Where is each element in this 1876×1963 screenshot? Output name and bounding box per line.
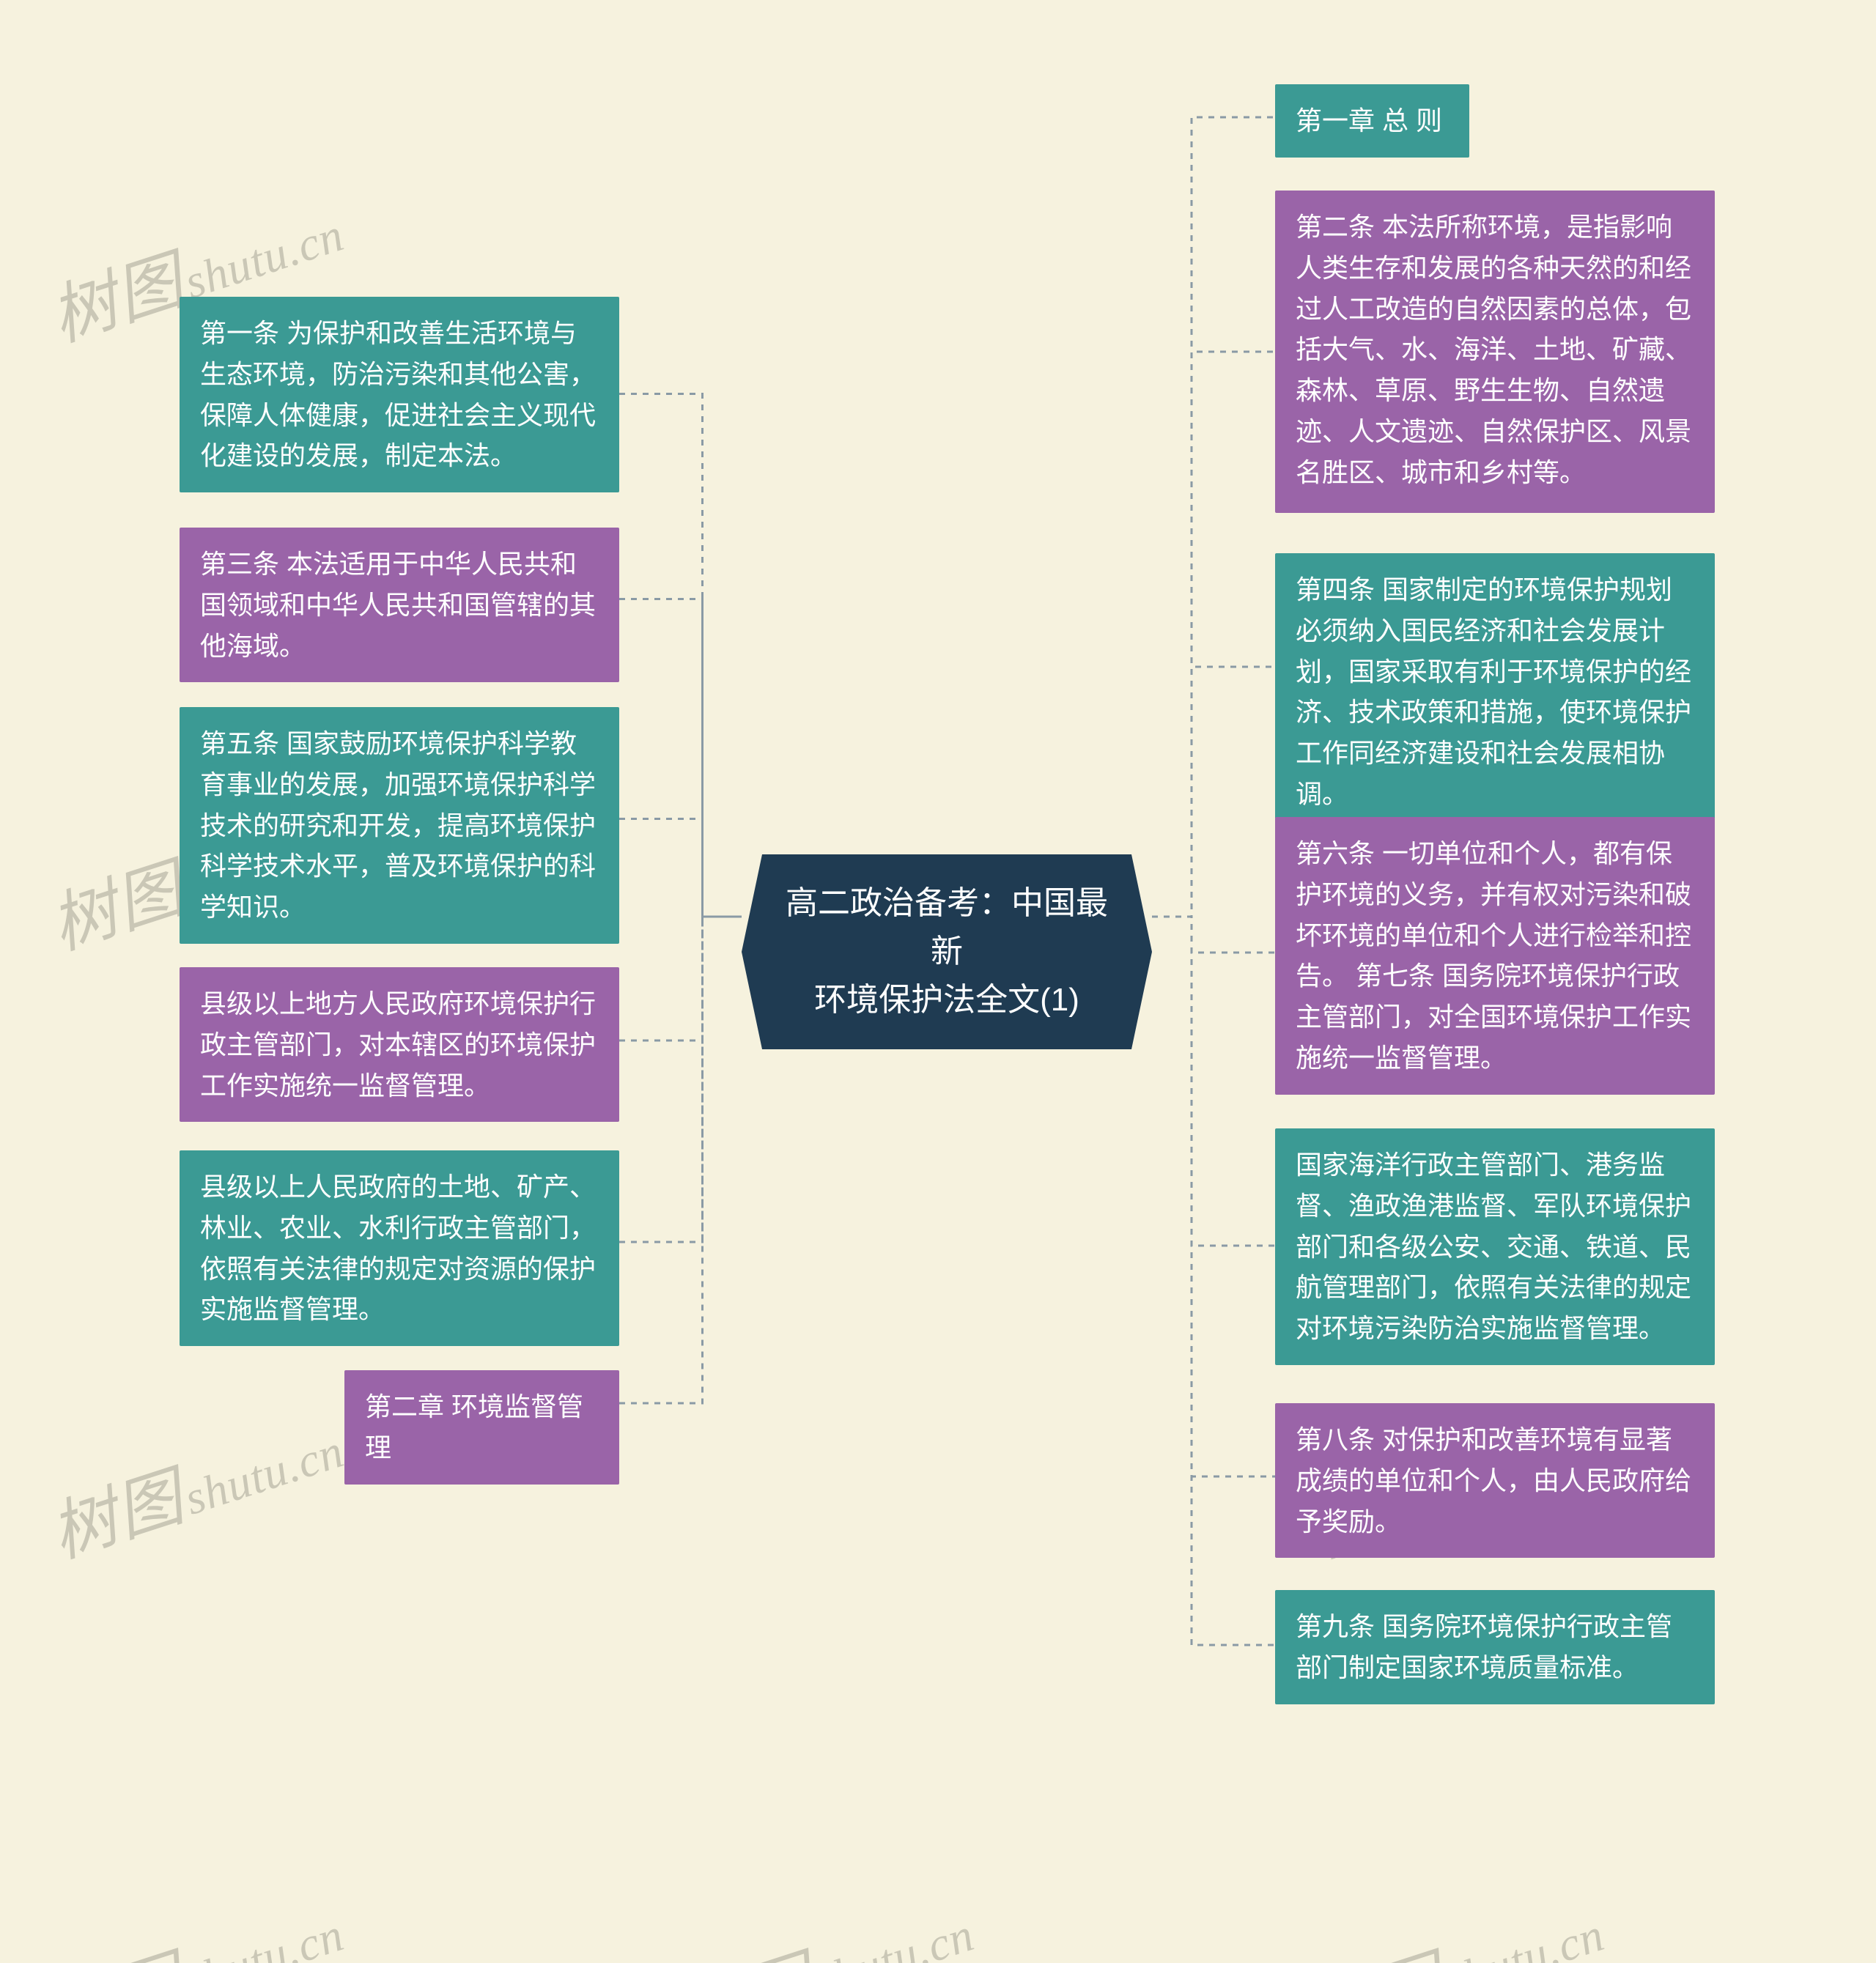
center-node[interactable]: 高二政治备考：中国最新环境保护法全文(1): [742, 854, 1152, 1049]
branch-node[interactable]: 第五条 国家鼓励环境保护科学教育事业的发展，加强环境保护科学技术的研究和开发，提…: [180, 707, 619, 944]
connector: [619, 917, 742, 1242]
connector: [619, 917, 742, 1040]
connector: [619, 394, 742, 917]
branch-node[interactable]: 第六条 一切单位和个人，都有保护环境的义务，并有权对污染和破坏环境的单位和个人进…: [1275, 817, 1715, 1095]
connector: [1152, 917, 1275, 1246]
node-text: 县级以上地方人民政府环境保护行政主管部门，对本辖区的环境保护工作实施统一监督管理…: [200, 988, 596, 1101]
branch-node[interactable]: 第一条 为保护和改善生活环境与生态环境，防治污染和其他公害，保障人体健康，促进社…: [180, 297, 619, 492]
node-text: 县级以上人民政府的土地、矿产、林业、农业、水利行政主管部门，依照有关法律的规定对…: [200, 1172, 596, 1324]
connector: [1152, 917, 1275, 953]
node-text: 第五条 国家鼓励环境保护科学教育事业的发展，加强环境保护科学技术的研究和开发，提…: [200, 728, 596, 922]
connector: [1152, 117, 1275, 917]
watermark: 树图 shutu.cn: [37, 1876, 352, 1963]
node-text: 第一章 总 则: [1296, 106, 1442, 136]
branch-node[interactable]: 县级以上地方人民政府环境保护行政主管部门，对本辖区的环境保护工作实施统一监督管理…: [180, 967, 619, 1122]
node-text: 第九条 国务院环境保护行政主管部门制定国家环境质量标准。: [1296, 1611, 1672, 1682]
connector: [1152, 667, 1275, 917]
branch-node[interactable]: 国家海洋行政主管部门、港务监督、渔政渔港监督、军队环境保护部门和各级公安、交通、…: [1275, 1128, 1715, 1365]
branch-node[interactable]: 第一章 总 则: [1275, 84, 1469, 158]
branch-node[interactable]: 第八条 对保护和改善环境有显著成绩的单位和个人，由人民政府给予奖励。: [1275, 1403, 1715, 1558]
node-text: 第二条 本法所称环境，是指影响人类生存和发展的各种天然的和经过人工改造的自然因素…: [1296, 212, 1691, 487]
branch-node[interactable]: 第九条 国务院环境保护行政主管部门制定国家环境质量标准。: [1275, 1590, 1715, 1704]
node-text: 第四条 国家制定的环境保护规划必须纳入国民经济和社会发展计划，国家采取有利于环境…: [1296, 574, 1691, 809]
connector: [1152, 352, 1275, 917]
connector: [619, 917, 742, 1403]
branch-node[interactable]: 县级以上人民政府的土地、矿产、林业、农业、水利行政主管部门，依照有关法律的规定对…: [180, 1150, 619, 1346]
node-text: 第六条 一切单位和个人，都有保护环境的义务，并有权对污染和破坏环境的单位和个人进…: [1296, 838, 1691, 1073]
branch-node[interactable]: 第二条 本法所称环境，是指影响人类生存和发展的各种天然的和经过人工改造的自然因素…: [1275, 191, 1715, 513]
mindmap-canvas: 树图 shutu.cn 树图 shutu.cn 树图 shutu.cn 树图 shut…: [0, 0, 1876, 1963]
branch-node[interactable]: 第三条 本法适用于中华人民共和国领域和中华人民共和国管辖的其他海域。: [180, 528, 619, 682]
watermark: 树图 shutu.cn: [1297, 1876, 1613, 1963]
node-text: 国家海洋行政主管部门、港务监督、渔政渔港监督、军队环境保护部门和各级公安、交通、…: [1296, 1150, 1691, 1343]
watermark: 树图 shutu.cn: [667, 1876, 983, 1963]
connector: [619, 599, 742, 917]
node-text: 第八条 对保护和改善环境有显著成绩的单位和个人，由人民政府给予奖励。: [1296, 1424, 1691, 1537]
branch-node[interactable]: 第四条 国家制定的环境保护规划必须纳入国民经济和社会发展计划，国家采取有利于环境…: [1275, 553, 1715, 831]
branch-node[interactable]: 第二章 环境监督管理: [344, 1370, 619, 1485]
connector: [1152, 917, 1275, 1645]
node-text: 第二章 环境监督管理: [365, 1391, 583, 1463]
connector: [619, 819, 742, 917]
watermark: 树图 shutu.cn: [37, 1392, 352, 1576]
node-text: 第一条 为保护和改善生活环境与生态环境，防治污染和其他公害，保障人体健康，促进社…: [200, 318, 596, 470]
connector: [1152, 917, 1275, 1476]
node-text: 第三条 本法适用于中华人民共和国领域和中华人民共和国管辖的其他海域。: [200, 549, 596, 661]
